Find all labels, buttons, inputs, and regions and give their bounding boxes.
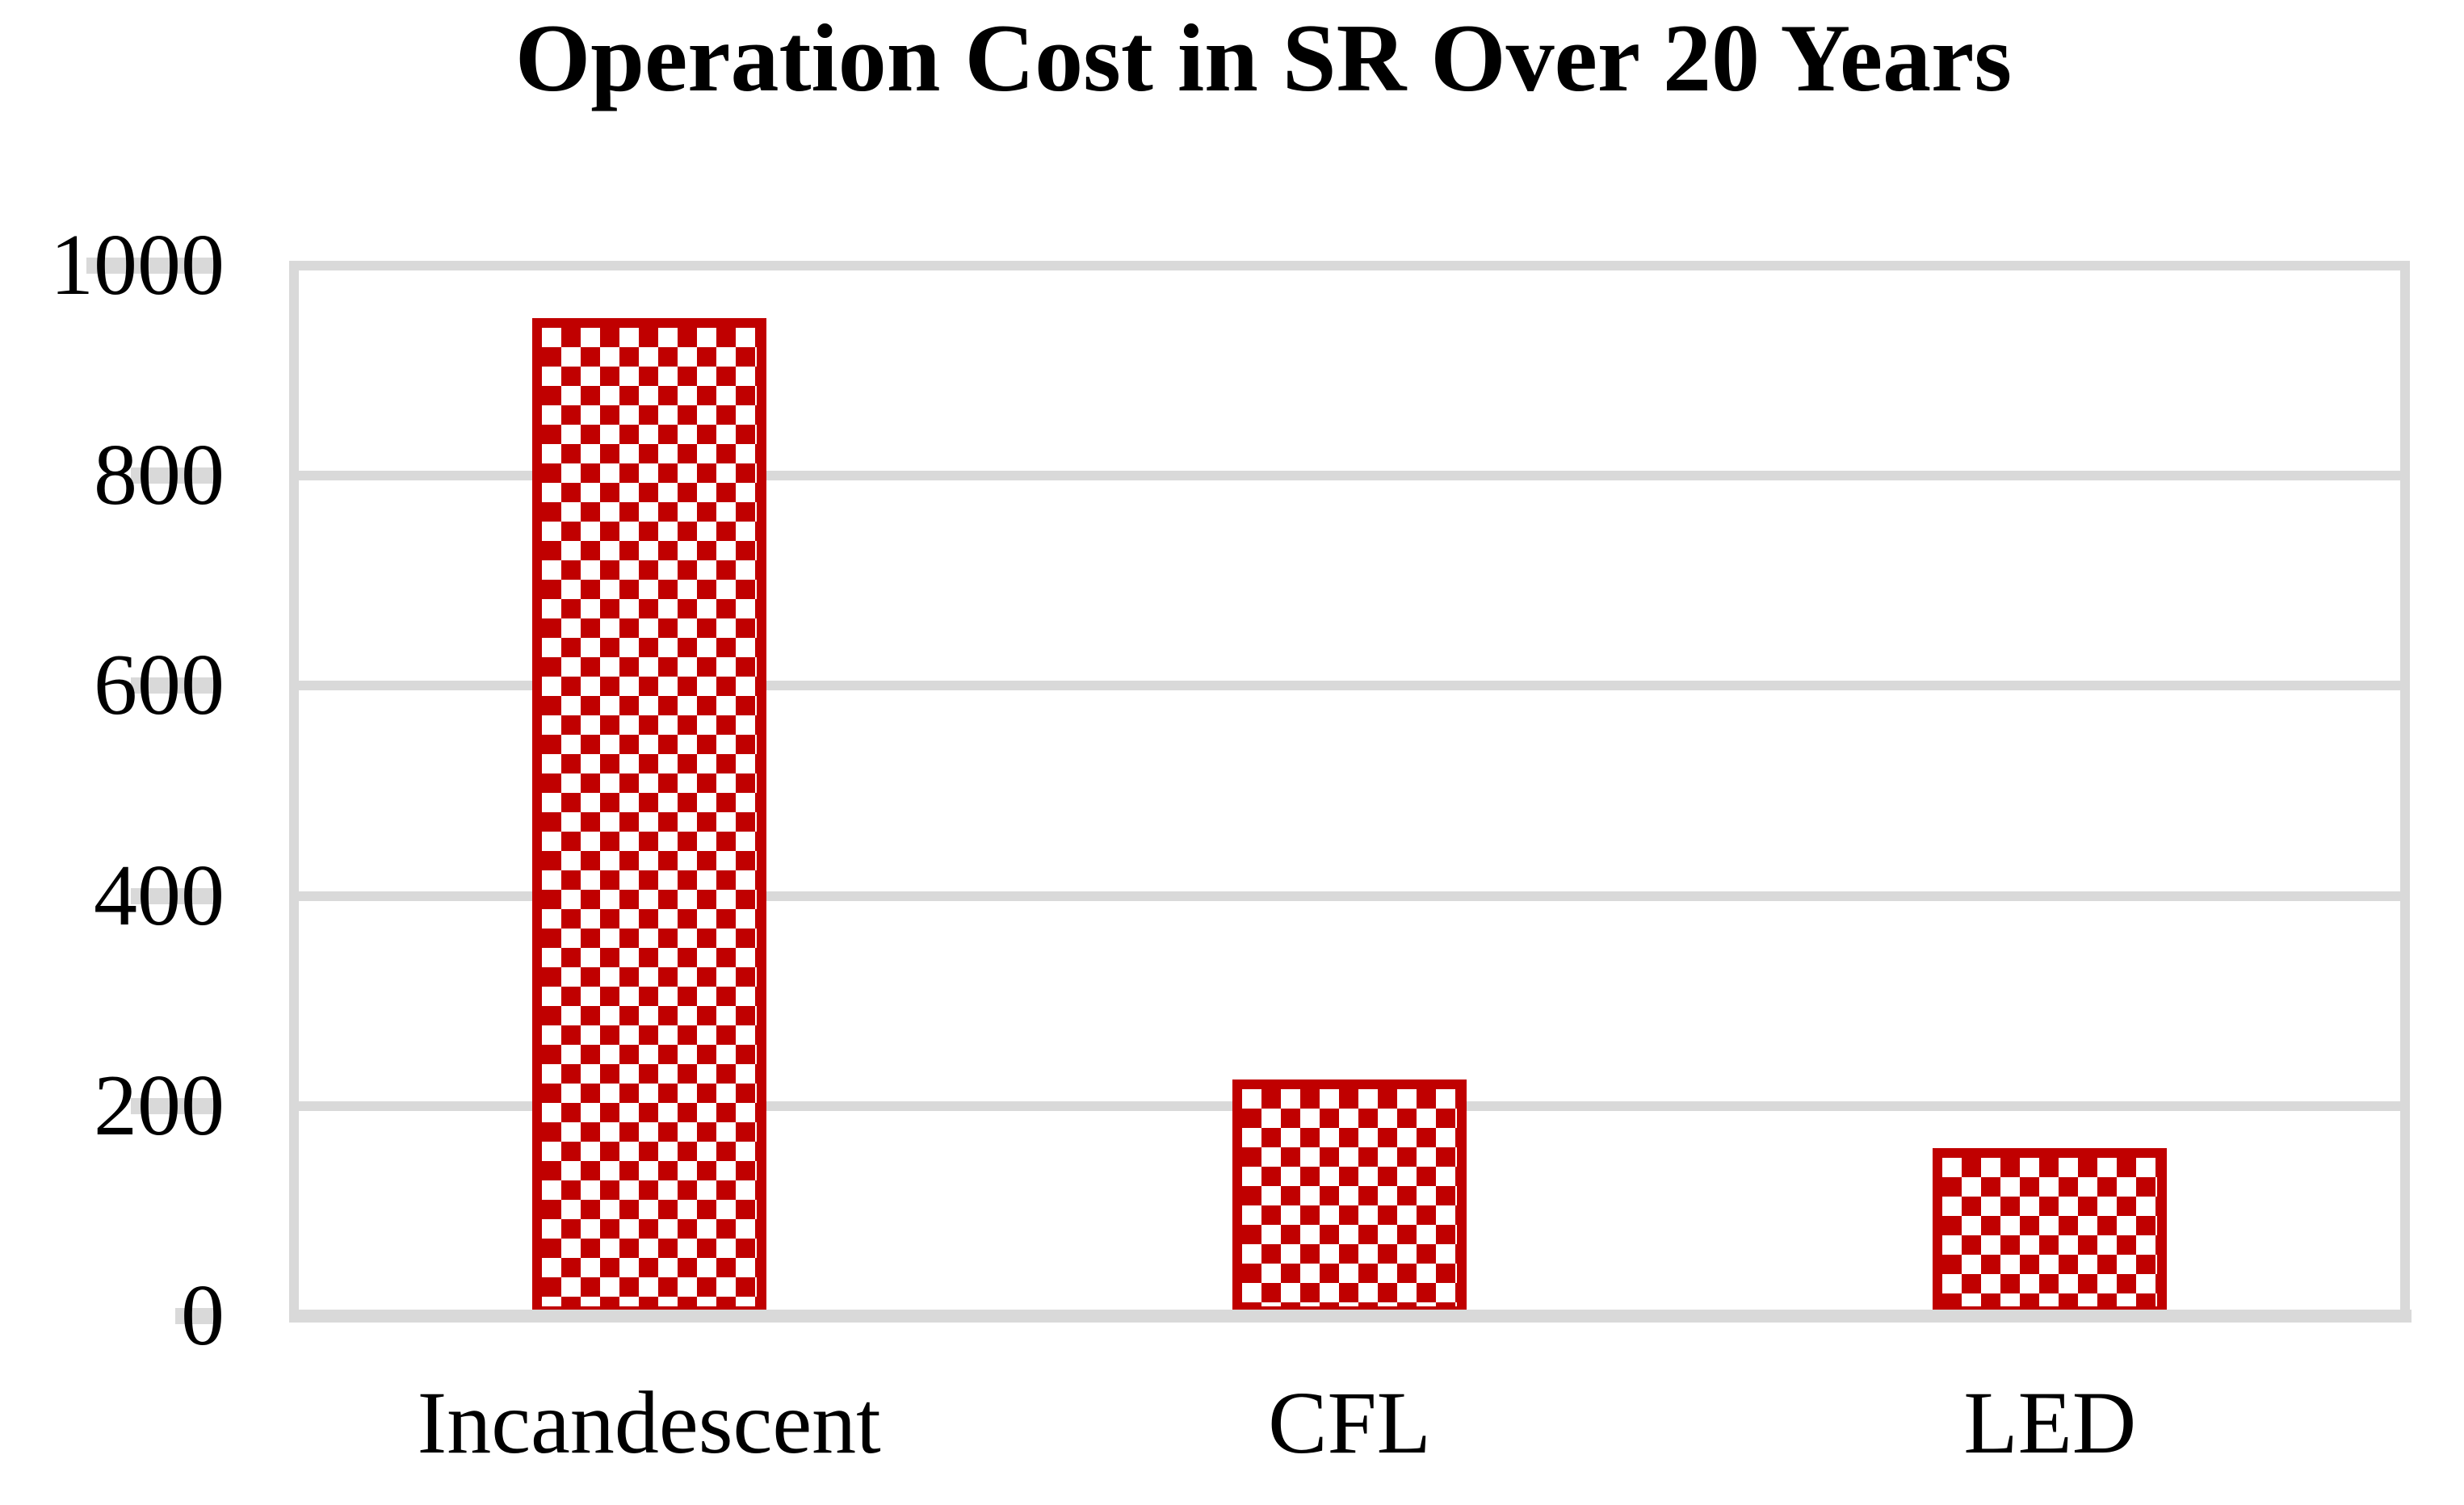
y-axis-tick-label-400: 400 — [94, 847, 225, 944]
y-gridline-1000 — [289, 261, 2410, 270]
bar-cfl — [1232, 1079, 1467, 1316]
y-axis-tick-label-600: 600 — [94, 637, 225, 734]
x-axis-category-label-cfl: CFL — [1268, 1373, 1431, 1472]
y-tick-band-artifact — [131, 1097, 220, 1114]
x-axis-category-label-led: LED — [1963, 1373, 2137, 1472]
y-gridline-600 — [289, 681, 2410, 691]
y-axis-tick-label-800: 800 — [94, 427, 225, 524]
y-gridline-800 — [289, 471, 2410, 481]
y-tick-band-artifact — [131, 677, 220, 694]
chart-title: Operation Cost in SR Over 20 Years — [514, 4, 2013, 111]
y-tick-band-artifact — [86, 258, 220, 274]
bar-incandescent — [531, 318, 766, 1316]
y-tick-band-artifact — [131, 887, 220, 904]
x-axis-line — [289, 1310, 2412, 1323]
y-tick-band-artifact — [175, 1308, 220, 1324]
y-axis-tick-label-1000: 1000 — [50, 217, 225, 313]
x-axis-category-label-incandescent: Incandescent — [417, 1373, 881, 1472]
y-axis-tick-label-200: 200 — [94, 1057, 225, 1154]
bar-led — [1933, 1147, 2168, 1316]
plot-border-left — [289, 261, 299, 1323]
plot-border-right — [2400, 261, 2410, 1323]
y-tick-band-artifact — [131, 467, 220, 484]
y-axis-tick-label-0: 0 — [181, 1268, 225, 1364]
y-gridline-400 — [289, 891, 2410, 901]
